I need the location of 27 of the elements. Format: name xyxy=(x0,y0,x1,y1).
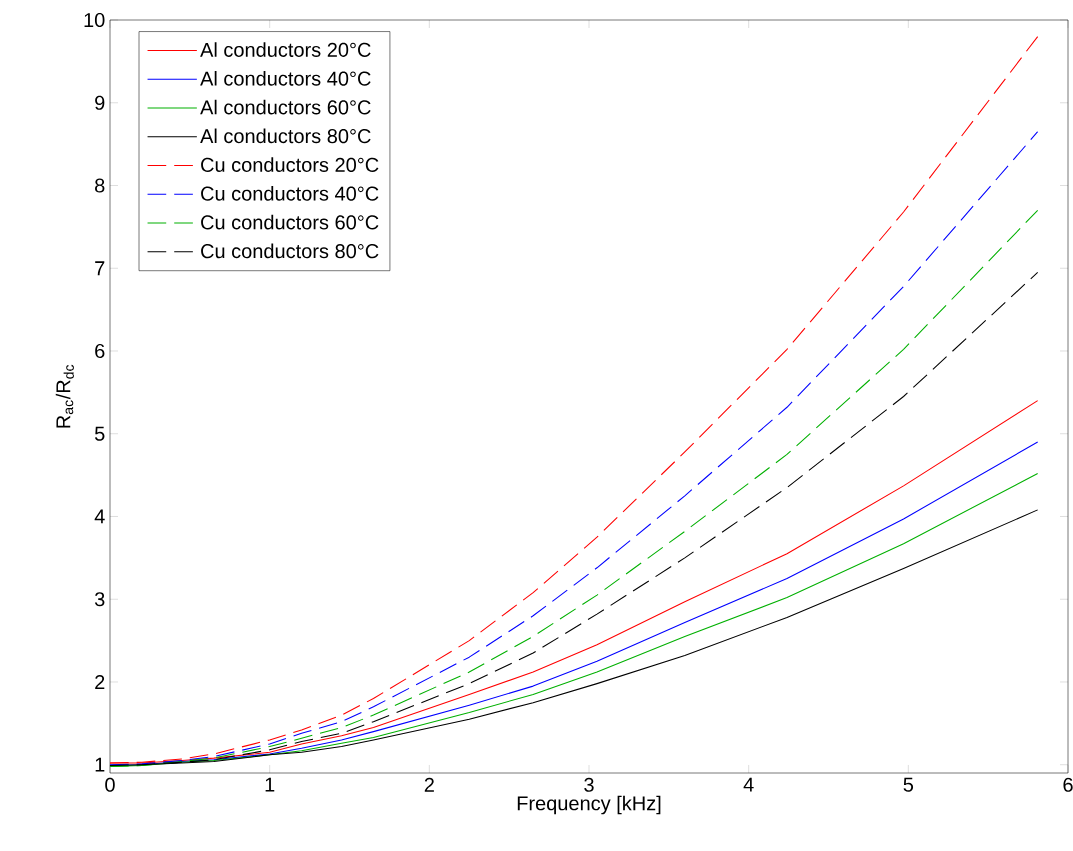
legend-label: Al conductors 40°C xyxy=(200,71,371,86)
y-tick-label: 1 xyxy=(95,757,105,772)
y-tick-label: 2 xyxy=(95,674,105,689)
x-tick-label: 3 xyxy=(584,777,594,792)
legend-label: Al conductors 60°C xyxy=(200,99,371,115)
y-tick-label: 5 xyxy=(94,426,105,441)
legend-label: Cu conductors 20°C xyxy=(201,157,379,172)
y-tick-label: 7 xyxy=(95,261,105,276)
legend-label: Cu conductors 60°C xyxy=(201,214,379,230)
y-tick-label: 6 xyxy=(95,343,105,359)
legend-label: Al conductors 80°C xyxy=(200,128,371,144)
legend-label: Al conductors 20°C xyxy=(200,42,371,57)
legend-label: Cu conductors 80°C xyxy=(201,243,379,259)
x-tick-label: 4 xyxy=(743,777,754,792)
y-tick-label: 10 xyxy=(84,12,105,28)
x-tick-label: 2 xyxy=(424,777,434,792)
x-tick-label: 5 xyxy=(903,777,914,792)
y-tick-label: 8 xyxy=(95,178,105,193)
y-tick-label: 9 xyxy=(95,95,105,110)
x-tick-label: 1 xyxy=(265,777,275,792)
x-tick-label: 6 xyxy=(1063,777,1073,792)
x-axis-title: Frequency [kHz] xyxy=(517,795,661,815)
legend-label: Cu conductors 40°C xyxy=(201,186,379,201)
y-axis-title: R$_{ac}$/R$_{dc}$ xyxy=(55,364,74,428)
y-tick-label: 3 xyxy=(94,592,105,607)
x-tick-label: 0 xyxy=(105,777,115,792)
y-tick-label: 4 xyxy=(94,509,105,524)
